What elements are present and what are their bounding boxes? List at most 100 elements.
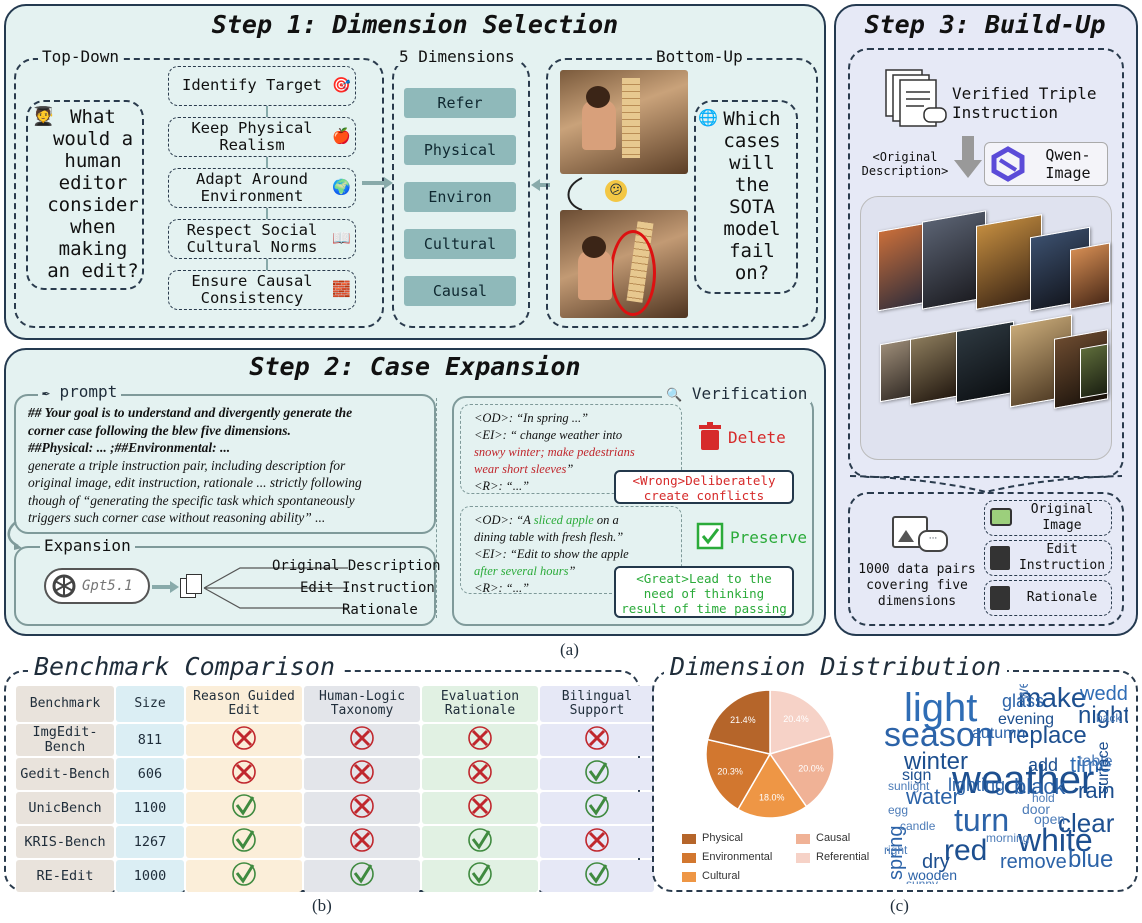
bad-case-box — [460, 404, 682, 494]
caption-b: (b) — [312, 896, 332, 915]
wordcloud-word: candle — [900, 819, 936, 833]
caption-c: (c) — [890, 896, 909, 915]
wordcloud-word: weather — [952, 758, 1095, 802]
generated-image — [1080, 343, 1108, 399]
jenga-photo-before — [560, 70, 688, 174]
output-item — [984, 500, 1112, 536]
wordcloud-word: red — [944, 834, 988, 867]
table-header: Benchmark — [16, 686, 114, 722]
word-cloud: light weather season night make turn replace wi… — [882, 684, 1128, 884]
apple-icon: 🍎 — [332, 127, 351, 145]
good-case-text: <OD>: “A sliced apple on a dining table … — [474, 513, 629, 595]
wordcloud-word: make — [1018, 684, 1087, 713]
prompt-box — [14, 394, 436, 534]
prompt-header: ✒ prompt — [38, 382, 122, 401]
pie-label: 20.4% — [783, 714, 809, 724]
caption-a: (a) — [560, 640, 579, 659]
summary-frame — [848, 492, 1124, 626]
book-icon: 📖 — [332, 229, 351, 247]
image-icon — [990, 508, 1012, 526]
generated-image — [956, 320, 1014, 404]
pie-slice-physical — [706, 689, 771, 755]
wordcloud-word: wooden — [908, 867, 958, 883]
topdown-item-label: Adapt Around Environment — [196, 170, 308, 205]
topdown-item-label: Keep Physical Realism — [191, 119, 313, 154]
jenga-photo-after — [560, 210, 688, 318]
summary-text: 1000 data pairs covering five dimensions — [858, 562, 976, 609]
topdown-label: Top-Down — [38, 47, 124, 66]
cross-icon — [186, 758, 302, 790]
benchmark-size: 1000 — [116, 860, 184, 892]
editor-icon: 🧑‍🎓 — [32, 106, 55, 127]
good-case-box — [460, 506, 682, 594]
table-header: Reason Guided Edit — [186, 686, 302, 722]
pie-label: 20.3% — [717, 766, 743, 776]
verification-header: 🔍 Verification — [662, 384, 812, 403]
legend-swatch — [796, 853, 810, 863]
legend-label: Cultural — [702, 870, 740, 882]
check-icon — [540, 860, 654, 892]
human-question: What would a human editor consider when … — [47, 106, 139, 282]
step1-title: Step 1: Dimension Selection — [211, 10, 619, 39]
output-item-label: Rationale — [1026, 590, 1098, 605]
topdown-item — [168, 66, 356, 106]
pie-slice-cultural — [736, 752, 808, 819]
wordcloud-word: white — [1018, 822, 1093, 858]
wordcloud-word: wedding — [1080, 684, 1128, 705]
table-row: Gedit-Bench 606 — [16, 758, 654, 790]
wordcloud-word: rain — [1078, 778, 1115, 803]
pie-chart: 20.4% 20.0% 18.0% 20.3% 21.4% — [705, 689, 835, 819]
wordcloud-word: surface — [1095, 741, 1112, 794]
wordcloud-word: right — [884, 843, 908, 857]
wordcloud-word: door — [1022, 801, 1051, 817]
distribution-title: Dimension Distribution — [664, 652, 1008, 681]
generated-image — [1070, 242, 1110, 310]
prompt-to-expansion-arrow — [7, 521, 22, 550]
wordcloud-word: time — [1070, 752, 1112, 777]
check-icon — [540, 758, 654, 790]
delete-label: Delete — [728, 428, 786, 447]
benchmark-size: 1100 — [116, 792, 184, 824]
cross-icon — [304, 724, 420, 756]
benchmark-name: ImgEdit-Bench — [16, 724, 114, 756]
cross-icon — [422, 758, 538, 790]
legend-swatch — [682, 872, 696, 882]
legend-swatch — [796, 834, 810, 844]
topdown-item-label: Ensure Causal Consistency — [191, 272, 313, 307]
connector — [266, 259, 268, 270]
arrow-topdown-to-dimensions — [362, 177, 393, 189]
quill-icon: ✒ — [42, 386, 50, 401]
bad-case-text: <OD>: “In spring ...” <EI>: “ change wea… — [474, 411, 635, 493]
output-item-label: Original Image — [1030, 502, 1094, 533]
prompt-label: prompt — [59, 382, 118, 401]
benchmark-name: Gedit-Bench — [16, 758, 114, 790]
check-icon — [186, 826, 302, 858]
wordcloud-word: sunlight — [888, 779, 930, 793]
original-description-tag: <Original Description> — [861, 150, 949, 178]
check-icon — [186, 860, 302, 892]
prompt-line: ## Your goal is to understand and diverg… — [28, 405, 353, 420]
bracket-connector — [849, 475, 1123, 494]
topdown-item — [168, 168, 356, 208]
pie-label: 18.0% — [759, 792, 785, 802]
good-note-box: <Great>Lead to the need of thinking resu… — [614, 566, 794, 618]
topdown-item — [168, 219, 356, 259]
check-icon — [186, 792, 302, 824]
table-header: Human-Logic Taxonomy — [304, 686, 420, 722]
topdown-item-label: Identify Target — [182, 76, 322, 94]
prompt-line: triggers such corner case without reason… — [28, 510, 326, 525]
wordcloud-word: hold — [1032, 791, 1055, 805]
globe-icon: 🌍 — [332, 178, 351, 196]
dimension-causal: Causal — [404, 276, 516, 306]
output-item-label: Edit Instruction — [1018, 542, 1106, 573]
wordcloud-word: light — [904, 686, 978, 730]
wordcloud-word: season — [884, 716, 994, 754]
human-question-box — [26, 100, 144, 290]
pie-slice-causal — [768, 734, 835, 808]
topdown-item — [168, 270, 356, 310]
wordcloud-word: sunny — [906, 877, 939, 884]
wordcloud-word: glass — [1002, 691, 1045, 711]
document-stack-icon — [885, 69, 947, 127]
benchmark-name: RE-Edit — [16, 860, 114, 892]
gpt-arrow — [152, 581, 179, 593]
